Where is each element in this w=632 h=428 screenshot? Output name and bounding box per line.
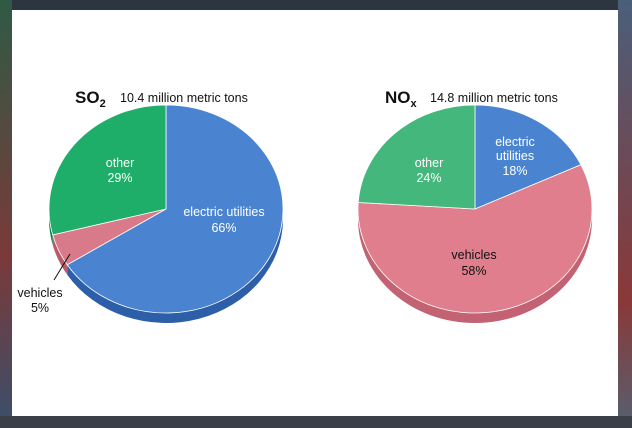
nox-pie bbox=[357, 104, 593, 323]
so2-vehicles-value: 5% bbox=[31, 301, 49, 315]
nox-other-name: other bbox=[415, 156, 444, 170]
so2-other-rim bbox=[49, 209, 53, 245]
nox-vehicles-value: 58% bbox=[461, 264, 486, 278]
so2-other-slice bbox=[48, 104, 167, 236]
so2-vehicles-leader-line bbox=[53, 253, 71, 281]
figure-panel: SO2 10.4 million metric tons NOx 14.8 milli… bbox=[12, 10, 618, 416]
nox-other-value: 24% bbox=[416, 171, 441, 185]
nox-electric-name-1: electric bbox=[495, 135, 535, 149]
nox-vehicles-name: vehicles bbox=[451, 248, 496, 262]
nox-subtitle: 14.8 million metric tons bbox=[430, 91, 558, 105]
pie-charts: SO2 10.4 million metric tons NOx 14.8 milli… bbox=[17, 88, 593, 323]
so2-electric-value: 66% bbox=[211, 221, 236, 235]
nox-title: NOx bbox=[385, 88, 418, 110]
background-left bbox=[0, 0, 12, 428]
so2-electric-name: electric utilities bbox=[183, 205, 264, 219]
so2-pie bbox=[48, 104, 284, 323]
background-right bbox=[618, 0, 632, 428]
background-bottom bbox=[0, 416, 632, 428]
background-top bbox=[0, 0, 632, 10]
so2-electric-utilities-slice bbox=[66, 104, 284, 314]
so2-subtitle: 10.4 million metric tons bbox=[120, 91, 248, 105]
so2-title: SO2 bbox=[75, 88, 106, 110]
nox-electric-name-2: utilities bbox=[496, 149, 534, 163]
so2-other-value: 29% bbox=[107, 171, 132, 185]
so2-other-name: other bbox=[106, 156, 135, 170]
nox-electric-value: 18% bbox=[502, 164, 527, 178]
nox-vehicles-slice bbox=[357, 164, 593, 314]
nox-other-slice bbox=[357, 104, 476, 210]
so2-vehicles-name: vehicles bbox=[17, 286, 62, 300]
nox-electric-utilities-slice bbox=[474, 104, 582, 210]
